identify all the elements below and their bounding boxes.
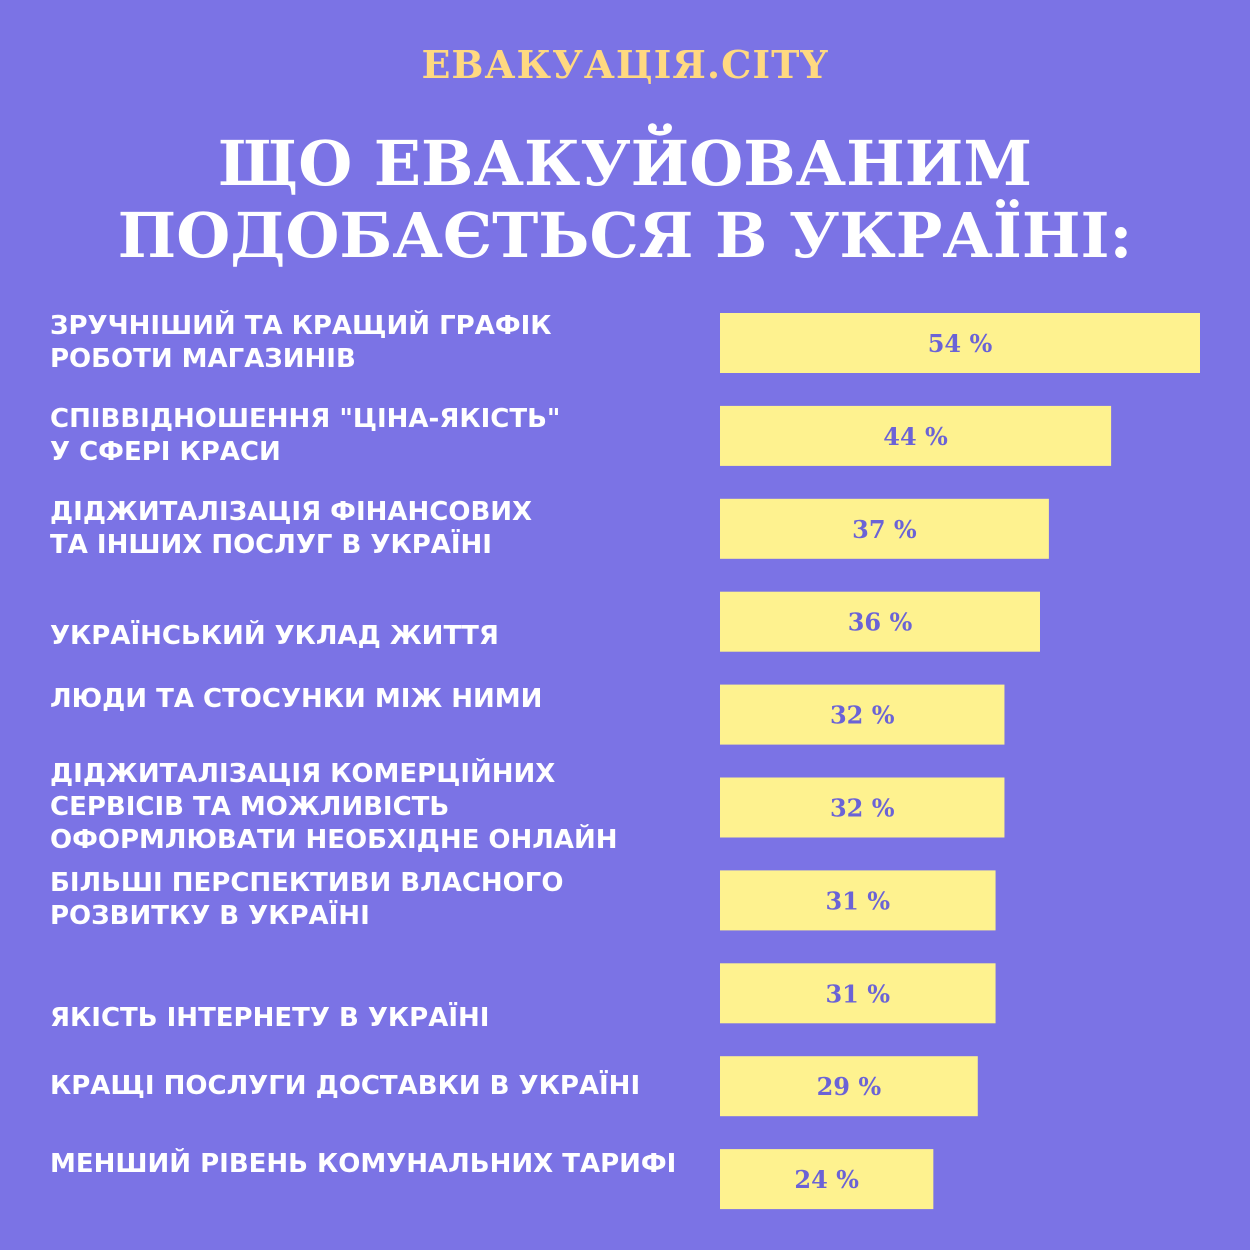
bar [720, 777, 1005, 838]
category-label-line: СЕРВІСІВ ТА МОЖЛИВІСТЬ [50, 792, 450, 822]
bar [720, 405, 1112, 466]
bar [720, 963, 996, 1024]
bar-value-label: 29 % [817, 1072, 882, 1101]
page-title: ЩО ЕВАКУЙОВАНИМ ПОДОБАЄТЬСЯ В УКРАЇНІ: [0, 128, 1250, 272]
bar [720, 591, 1040, 652]
bar-value-label: 44 % [883, 422, 948, 451]
bar [720, 1056, 978, 1117]
category-label: ЯКІСТЬ ІНТЕРНЕТУ В УКРАЇНІ [50, 1002, 690, 1035]
category-label-line: РОЗВИТКУ В УКРАЇНІ [50, 901, 370, 932]
category-label: БІЛЬШІ ПЕРСПЕКТИВИ ВЛАСНОГО РОЗВИТКУ В УК… [50, 867, 690, 933]
bar-value-label: 36 % [848, 608, 913, 637]
category-label-line: МЕНШИЙ РІВЕНЬ КОМУНАЛЬНИХ ТАРИФІ [50, 1148, 677, 1179]
bar [720, 870, 996, 931]
category-label-line: СПІВВІДНОШЕННЯ "ЦІНА-ЯКІСТЬ" [50, 403, 561, 434]
category-label-line: ДІДЖИТАЛІЗАЦІЯ ФІНАНСОВИХ [50, 496, 533, 527]
bar-value-label: 24 % [794, 1165, 859, 1194]
bar [720, 498, 1049, 559]
category-label-line: ЯКІСТЬ ІНТЕРНЕТУ В УКРАЇНІ [50, 1002, 490, 1033]
category-label-line: КРАЩІ ПОСЛУГИ ДОСТАВКИ В УКРАЇНІ [50, 1070, 641, 1101]
brand-logo-text: ЕВАКУАЦІЯ.CITY [421, 42, 829, 87]
bar [720, 313, 1200, 373]
title-line: ЩО ЕВАКУЙОВАНИМ [218, 127, 1032, 200]
category-label: ДІДЖИТАЛІЗАЦІЯ ФІНАНСОВИХ ТА ІНШИХ ПОСЛУГ… [50, 496, 690, 562]
category-label-line: РОБОТИ МАГАЗИНІВ [50, 344, 356, 374]
bar-value-label: 37 % [852, 515, 917, 544]
bar [720, 1149, 934, 1210]
category-label: КРАЩІ ПОСЛУГИ ДОСТАВКИ В УКРАЇНІ [50, 1070, 690, 1103]
category-label-line: УКРАЇНСЬКИЙ УКЛАД ЖИТТЯ [50, 621, 499, 652]
category-label: МЕНШИЙ РІВЕНЬ КОМУНАЛЬНИХ ТАРИФІ [50, 1148, 690, 1181]
category-label-line: У СФЕРІ КРАСИ [50, 436, 281, 467]
bar-value-label: 32 % [830, 794, 895, 823]
category-label: ЛЮДИ ТА СТОСУНКИ МІЖ НИМИ [50, 683, 690, 716]
category-label-line: БІЛЬШІ ПЕРСПЕКТИВИ ВЛАСНОГО [50, 868, 564, 899]
category-label-line: ЛЮДИ ТА СТОСУНКИ МІЖ НИМИ [50, 684, 543, 715]
bar-value-label: 31 % [825, 979, 890, 1008]
bar-value-label: 32 % [830, 701, 895, 730]
title-line: ПОДОБАЄТЬСЯ В УКРАЇНІ: [117, 199, 1133, 272]
category-label: СПІВВІДНОШЕННЯ "ЦІНА-ЯКІСТЬ" У СФЕРІ КРАС… [50, 403, 690, 469]
category-label: ЗРУЧНІШИЙ ТА КРАЩИЙ ГРАФІК РОБОТИ МАГАЗИН… [50, 310, 690, 376]
category-label-line: ДІДЖИТАЛІЗАЦІЯ КОМЕРЦІЙНИХ [50, 759, 556, 789]
category-label: ДІДЖИТАЛІЗАЦІЯ КОМЕРЦІЙНИХ СЕРВІСІВ ТА МО… [50, 758, 690, 857]
bar-value-label: 31 % [825, 886, 890, 915]
category-label-line: ТА ІНШИХ ПОСЛУГ В УКРАЇНІ [50, 529, 492, 560]
bar [720, 684, 1005, 745]
bar-value-label: 54 % [928, 329, 993, 358]
category-label: УКРАЇНСЬКИЙ УКЛАД ЖИТТЯ [50, 620, 690, 653]
category-label-line: ЗРУЧНІШИЙ ТА КРАЩИЙ ГРАФІК [50, 311, 552, 341]
category-label-line: ОФОРМЛЮВАТИ НЕОБХІДНЕ ОНЛАЙН [50, 825, 618, 855]
